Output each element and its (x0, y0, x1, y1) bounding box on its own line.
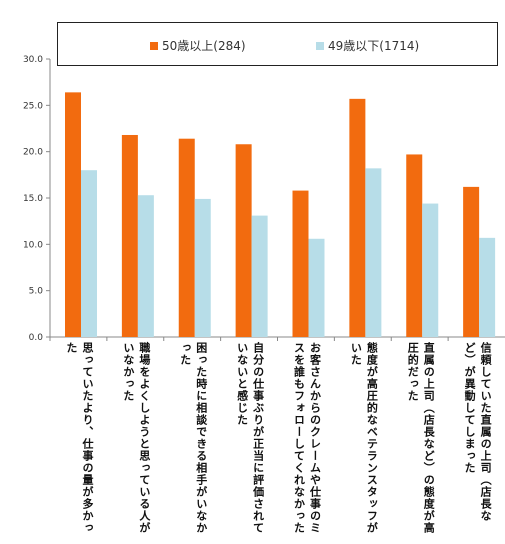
bar-49under-3 (251, 215, 268, 337)
category-label-3: 自分の仕事ぶりが正当に評価されていないと感じた (235, 342, 265, 534)
legend: 50歳以上(284) 49歳以下(1714) (57, 22, 498, 66)
category-label-7: 信頼していた直属の上司（店長など）が異動してしまった (463, 342, 493, 522)
bar-49under-5 (365, 168, 382, 337)
y-tick-label: 15.0 (23, 194, 43, 204)
bar-49under-1 (137, 195, 154, 337)
bar-49under-6 (422, 203, 439, 337)
bar-50plus-5 (349, 98, 366, 337)
bar-50plus-3 (235, 144, 252, 337)
category-label-6: 直属の上司（店長など）の態度が高圧的だった (406, 342, 436, 534)
bar-50plus-7 (463, 186, 480, 337)
category-label-5: 態度が高圧的なベテランスタッフがいた (349, 342, 379, 534)
bar-49under-7 (479, 237, 496, 337)
bar-49under-0 (81, 170, 97, 337)
bar-50plus-1 (121, 134, 138, 337)
bar-50plus-2 (178, 138, 195, 337)
legend-item-49under: 49歳以下(1714) (316, 37, 419, 54)
bar-50plus-0 (65, 92, 81, 337)
legend-label-50plus: 50歳以上(284) (162, 39, 246, 53)
y-tick-label: 10.0 (23, 240, 43, 250)
category-label-1: 職場をよくしようと思っている人がいなかった (121, 342, 151, 534)
y-tick-label: 5.0 (29, 287, 44, 297)
y-tick-label: 25.0 (23, 101, 43, 111)
y-tick-label: 20.0 (23, 148, 43, 158)
bar-50plus-4 (292, 190, 309, 337)
category-label-0: 思っていたより、仕事の量が多かった (65, 342, 94, 534)
y-tick-label: 30.0 (23, 55, 43, 65)
bar-50plus-6 (406, 154, 423, 337)
category-label-4: お客さんからのクレームや仕事のミスを誰もフォローしてくれなかった (292, 342, 322, 534)
legend-label-49under: 49歳以下(1714) (328, 39, 420, 53)
bar-49under-2 (194, 198, 211, 337)
legend-swatch-49under (316, 41, 324, 50)
bar-49under-4 (308, 238, 325, 337)
legend-swatch-50plus (150, 41, 158, 50)
y-tick-label: 0.0 (29, 333, 44, 343)
legend-item-50plus: 50歳以上(284) (150, 37, 246, 54)
category-label-2: 困った時に相談できる相手がいなかった (178, 342, 208, 534)
